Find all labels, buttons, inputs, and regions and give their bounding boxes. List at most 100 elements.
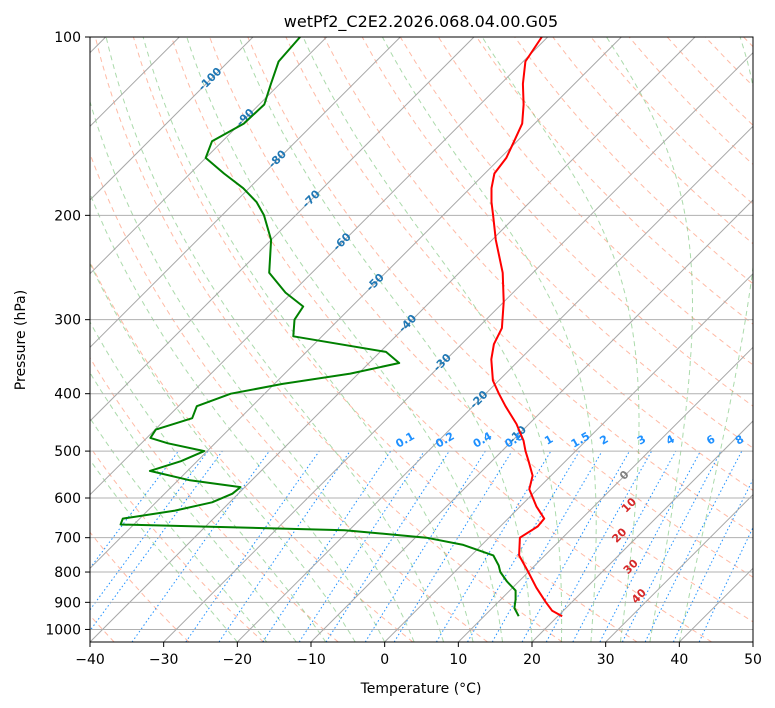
y-tick-label: 200 — [54, 208, 81, 224]
moist-adiabat-line — [90, 417, 268, 642]
mixing-ratio-line — [521, 450, 630, 642]
x-tick-label: 20 — [523, 652, 541, 668]
dry-adiabat-line — [361, 37, 753, 449]
isotherm-line — [310, 199, 753, 642]
dewpoint-profile-line — [119, 37, 520, 617]
dry-adiabat-line — [743, 37, 753, 48]
y-tick-label: 800 — [54, 565, 81, 581]
mixing-ratio-line — [672, 478, 753, 642]
x-axis-label: Temperature (°C) — [360, 681, 482, 697]
mixing-ratio-line — [467, 450, 580, 642]
dry-adiabat-line — [94, 37, 563, 642]
x-tick-label: −20 — [223, 652, 253, 668]
adiabat-label: 40 — [629, 586, 649, 606]
plot-frame — [89, 36, 754, 643]
isotherm-line — [90, 37, 622, 570]
dry-adiabat-line — [90, 260, 414, 642]
x-axis-ticks: −40 −30 −20 −10 0 10 20 30 40 50 — [75, 642, 762, 668]
mixing-ratio-label: 0.1 — [393, 430, 416, 451]
isotherm-line — [678, 567, 753, 642]
x-tick-label: 40 — [670, 652, 688, 668]
dry-adiabat-line — [247, 37, 753, 578]
isotherm-line — [605, 493, 753, 642]
y-tick-label: 500 — [54, 444, 81, 460]
adiabat-label: 20 — [609, 525, 629, 545]
dry-adiabat-line — [90, 446, 264, 642]
moist-adiabat-line — [238, 37, 533, 642]
isotherm-line — [457, 346, 753, 642]
mixing-ratio-label: 0.2 — [433, 430, 456, 451]
dry-adiabat-line — [514, 37, 753, 285]
dry-adiabat-line — [209, 37, 753, 623]
moist-adiabat-line — [381, 37, 597, 642]
moist-adiabat-line — [142, 37, 474, 642]
moist-adiabat-line — [90, 192, 386, 642]
y-tick-label: 100 — [54, 30, 81, 46]
isotherm-line — [90, 37, 328, 275]
x-tick-label: 10 — [449, 652, 467, 668]
mixing-ratio-label: 2 — [597, 433, 610, 448]
mixing-ratio-label: 1 — [542, 433, 555, 448]
x-tick-label: 0 — [380, 652, 389, 668]
dry-adiabat-line — [90, 356, 339, 642]
mixing-ratio-line — [644, 450, 743, 642]
dry-adiabat-line — [666, 37, 753, 126]
moist-adiabat-line — [90, 371, 297, 642]
isotherm-line — [90, 37, 696, 642]
dry-adiabat-line — [704, 37, 753, 87]
y-tick-label: 900 — [54, 595, 81, 611]
mixing-ratio-label: 3 — [635, 433, 648, 448]
dry-adiabat-line — [590, 37, 753, 205]
isotherm-line — [90, 37, 401, 349]
isotherm-line — [90, 37, 254, 201]
dry-adiabat-line — [90, 531, 190, 642]
mixing-ratio-label: 10 — [754, 430, 774, 449]
chart-title: wetPf2_C2E2.2026.068.04.00.G05 — [284, 12, 558, 32]
x-tick-label: 30 — [597, 652, 615, 668]
mixing-ratio-line — [298, 450, 425, 642]
y-tick-label: 700 — [54, 531, 81, 547]
isotherm-line — [90, 37, 475, 422]
mixing-ratio-line — [572, 450, 677, 642]
moist-adiabat-line — [302, 37, 563, 642]
isotherm-line — [90, 37, 549, 496]
series-lines — [119, 37, 563, 618]
moist-adiabat-line — [186, 37, 503, 642]
y-tick-label: 300 — [54, 313, 81, 329]
y-tick-label: 400 — [54, 387, 81, 403]
moist-adiabat-line — [90, 262, 356, 642]
isotherm-line — [236, 125, 753, 642]
moist-adiabat-line — [481, 37, 640, 642]
isotherm-line — [163, 51, 753, 642]
mixing-ratio-line — [393, 450, 513, 642]
x-tick-label: −40 — [75, 652, 105, 668]
mixing-ratio-label: 4 — [664, 432, 677, 447]
y-tick-label: 1000 — [45, 622, 81, 638]
background-lines — [90, 37, 753, 642]
mixing-ratio-line — [185, 450, 320, 642]
y-axis-ticks: 100 200 300 400 500 600 700 800 900 1000 — [45, 30, 90, 638]
grid-lines — [90, 37, 753, 642]
mixing-ratio-line — [90, 450, 209, 611]
x-tick-label: −10 — [296, 652, 326, 668]
dry-adiabat-line — [171, 37, 712, 642]
mixing-ratio-line — [545, 450, 653, 642]
mixing-ratio-line — [218, 450, 351, 642]
moist-adiabat-line — [606, 37, 693, 642]
dry-adiabat-line — [90, 152, 488, 642]
reference-line-labels: -100-90-80-70-60-50-40-30-20-100.1 0.2 0.4… — [196, 65, 774, 607]
isotherm-line — [531, 420, 753, 642]
mixing-ratio-label: 0.4 — [471, 429, 495, 450]
y-tick-label: 600 — [54, 491, 81, 507]
y-axis-label: Pressure (hPa) — [13, 290, 29, 390]
x-tick-label: −30 — [149, 652, 179, 668]
dry-adiabat-line — [437, 37, 753, 366]
mixing-ratio-label: 8 — [733, 433, 746, 448]
mixing-ratio-label: 1.5 — [569, 430, 592, 451]
mixing-ratio-label: 6 — [704, 432, 717, 447]
dry-adiabat-line — [399, 37, 753, 407]
isotherm-line — [752, 641, 753, 642]
isotherm-line — [384, 272, 753, 642]
temperature-profile-line — [490, 37, 563, 618]
